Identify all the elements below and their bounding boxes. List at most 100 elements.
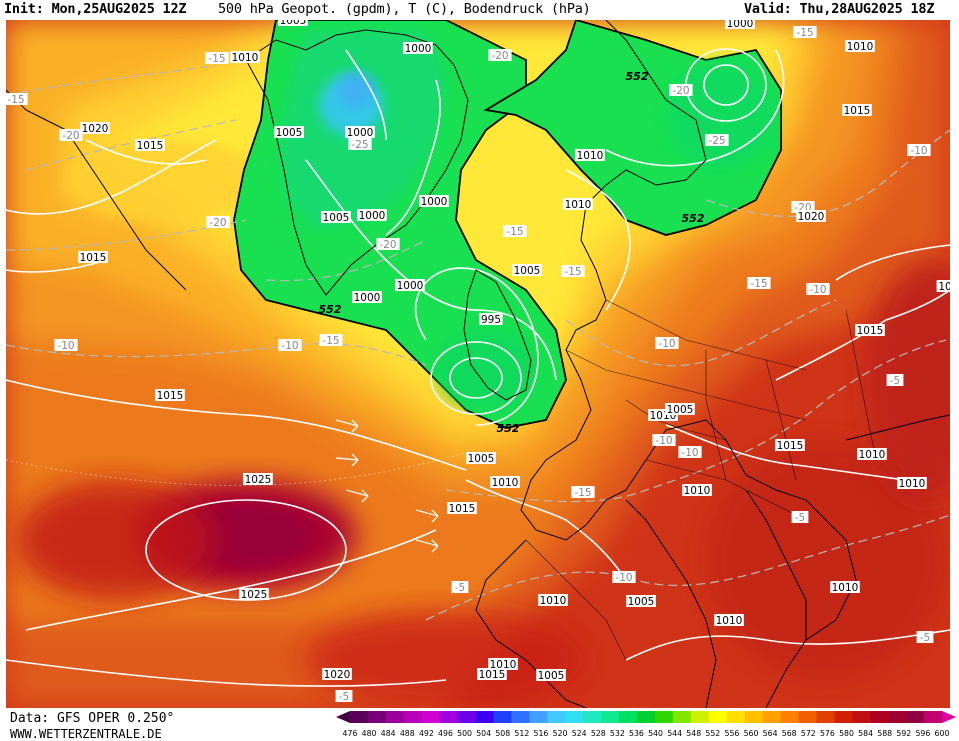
- isobar-label-4: 1010: [845, 40, 875, 53]
- data-source-label: Data: GFS OPER 0.250°: [10, 711, 175, 726]
- isobar-label-text: 1005: [276, 127, 303, 139]
- isotherm-label-box: [451, 581, 469, 593]
- isobar-label-text: 1005: [538, 670, 565, 682]
- color-scale-tick-label: 560: [744, 729, 759, 738]
- isotherm-label-box: [678, 446, 702, 458]
- color-scale-tick-label: 480: [362, 729, 377, 738]
- color-scale-swatch: [547, 711, 566, 723]
- color-scale-tick-label: 516: [534, 729, 549, 738]
- gph-label-3: 552: [497, 422, 520, 435]
- isotherm-label-box: [54, 339, 78, 351]
- isobar-label-box: [538, 594, 568, 606]
- isobar-label-text: 1020: [324, 669, 351, 681]
- color-scale-tick-label: 532: [610, 729, 625, 738]
- isobar-label-31: 1025: [243, 473, 273, 486]
- isobar-label-text: 1005: [280, 20, 307, 27]
- isotherm-label-text: -25: [351, 139, 368, 151]
- map-canvas: 552 552 552 552 -15 -15 -20 -25 -20 -20 -15 -15 -20…: [6, 20, 950, 708]
- isotherm-label-box: [886, 374, 904, 386]
- isotherm-label-7: -15: [561, 265, 585, 278]
- isotherm-label-11: -25: [705, 134, 729, 147]
- color-scale-swatch: [619, 711, 638, 723]
- isobar-label-text: 1015: [137, 140, 164, 152]
- isobar-label-text: 1000: [727, 20, 754, 30]
- gph-label-text: 552: [682, 212, 705, 225]
- isotherm-label-box: [278, 339, 302, 351]
- isobar-label-7: 1020: [80, 122, 110, 135]
- isobar-label-2: 1000: [403, 42, 433, 55]
- color-scale-swatch: [565, 711, 584, 723]
- isobar-label-text: 1005: [667, 404, 694, 416]
- isotherm-label-2: -20: [59, 129, 83, 142]
- isotherm-label-text: -20: [672, 85, 689, 97]
- isobar-label-26: 1010: [857, 448, 887, 461]
- website-label: WWW.WETTERZENTRALE.DE: [10, 727, 162, 741]
- color-scale-tick-label: 556: [724, 729, 739, 738]
- valid-time: Valid: Thu,28AUG2025 18Z: [744, 1, 935, 17]
- color-scale-tick-label: 588: [877, 729, 892, 738]
- isotherm-label-text: -20: [209, 217, 226, 229]
- color-scale-swatch: [475, 711, 495, 723]
- color-scale-tick-label: 512: [514, 729, 529, 738]
- isotherm-label-box: [793, 26, 817, 38]
- isobar-label-5: 1015: [842, 104, 872, 117]
- isobar-label-text: 1010: [492, 477, 519, 489]
- isobar-label-box: [243, 473, 273, 485]
- color-scale-left-arrow: [336, 711, 350, 723]
- color-scale-tick-label: 488: [400, 729, 415, 738]
- isotherm-label-text: -10: [681, 447, 698, 459]
- isobar-label-box: [419, 195, 449, 207]
- gph-label-1: 552: [682, 212, 705, 225]
- isobar-label-text: 1000: [354, 292, 381, 304]
- isobar-label-text: 1005: [468, 453, 495, 465]
- isotherm-label-text: -15: [796, 27, 813, 39]
- gph-label-0: 552: [626, 70, 649, 83]
- isobar-label-box: [239, 588, 269, 600]
- isotherm-label-text: -10: [910, 145, 927, 157]
- isotherm-label-text: -25: [708, 135, 725, 147]
- geopotential-labels: 552 552 552 552: [319, 70, 705, 435]
- isotherm-label-text: -15: [322, 335, 339, 347]
- isobar-label-13: 1000: [419, 195, 449, 208]
- isobar-label-text: 1015: [80, 252, 107, 264]
- isobar-label-box: [536, 669, 566, 681]
- isotherm-label-14: -15: [747, 277, 771, 290]
- isobar-label-text: 1000: [347, 127, 374, 139]
- isobar-label-text: 1010: [847, 41, 874, 53]
- isobar-label-box: [682, 484, 712, 496]
- isotherm-label-text: -10: [57, 340, 74, 352]
- isobar-label-box: [714, 614, 744, 626]
- isotherm-label-box: [335, 690, 353, 702]
- color-scale-tick-label: 524: [572, 729, 587, 738]
- color-scale-tick-label: 548: [686, 729, 701, 738]
- wind-arrows: [335, 419, 439, 553]
- isotherm-label-text: -5: [339, 691, 349, 703]
- color-scale-tick-label: 492: [419, 729, 434, 738]
- color-scale-tick-label: 484: [381, 729, 396, 738]
- isotherm-label-box: [916, 631, 934, 643]
- isotherm-label-box: [348, 138, 372, 150]
- color-scale-tick-label: 564: [763, 729, 778, 738]
- color-scale-tick-label: 580: [839, 729, 854, 738]
- isobar-label-0: 1010: [230, 51, 260, 64]
- color-scale-tick-label: 508: [495, 729, 510, 738]
- isobar-label-1: 1005: [278, 20, 308, 27]
- isobar-label-box: [490, 476, 520, 488]
- color-scale-tick-label: 540: [648, 729, 663, 738]
- isotherm-label-text: -5: [920, 632, 930, 644]
- isobar-label-text: 1015: [479, 669, 506, 681]
- isotherm-label-text: -5: [795, 512, 805, 524]
- isobar-label-text: 1010: [232, 52, 259, 64]
- color-scale-swatch: [744, 711, 764, 723]
- isobar-label-24: 1005: [665, 403, 695, 416]
- color-scale-swatch: [852, 711, 871, 723]
- isotherm-label-6: -15: [503, 225, 527, 238]
- color-scale-tick-label: 584: [858, 729, 873, 738]
- init-time: Init: Mon,25AUG2025 12Z: [4, 1, 187, 17]
- isotherm-label-1: -15: [6, 93, 28, 106]
- isobar-label-box: [563, 198, 593, 210]
- isobar-label-14: 1010: [575, 149, 605, 162]
- isotherm-label-21: -10: [652, 434, 676, 447]
- isobar-label-15: 1010: [563, 198, 593, 211]
- color-scale-swatches: [336, 711, 956, 723]
